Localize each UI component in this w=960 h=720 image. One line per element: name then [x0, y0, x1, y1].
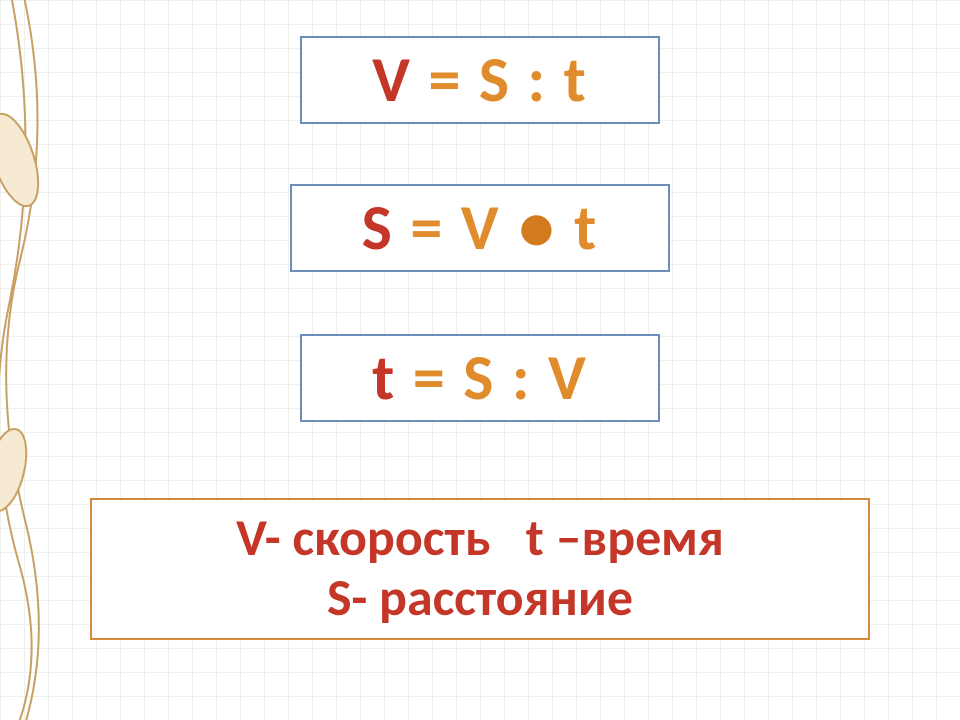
legend-line-1: V- скорость t –время: [128, 508, 832, 568]
formula-box-1: V = S : t: [300, 36, 660, 124]
legend-line-2: S- расстояние: [128, 568, 832, 628]
formula-box-3: t = S : V: [300, 334, 660, 422]
formula-text-2: S = V ● t: [362, 189, 599, 267]
slide-content: V = S : t S = V ● t t = S : V V- скорость t…: [0, 0, 960, 720]
formula-text-1: V = S : t: [372, 41, 588, 119]
formula-box-2: S = V ● t: [290, 184, 670, 272]
legend-box: V- скорость t –времяS- расстояние: [90, 498, 870, 640]
formula-text-3: t = S : V: [372, 339, 588, 417]
